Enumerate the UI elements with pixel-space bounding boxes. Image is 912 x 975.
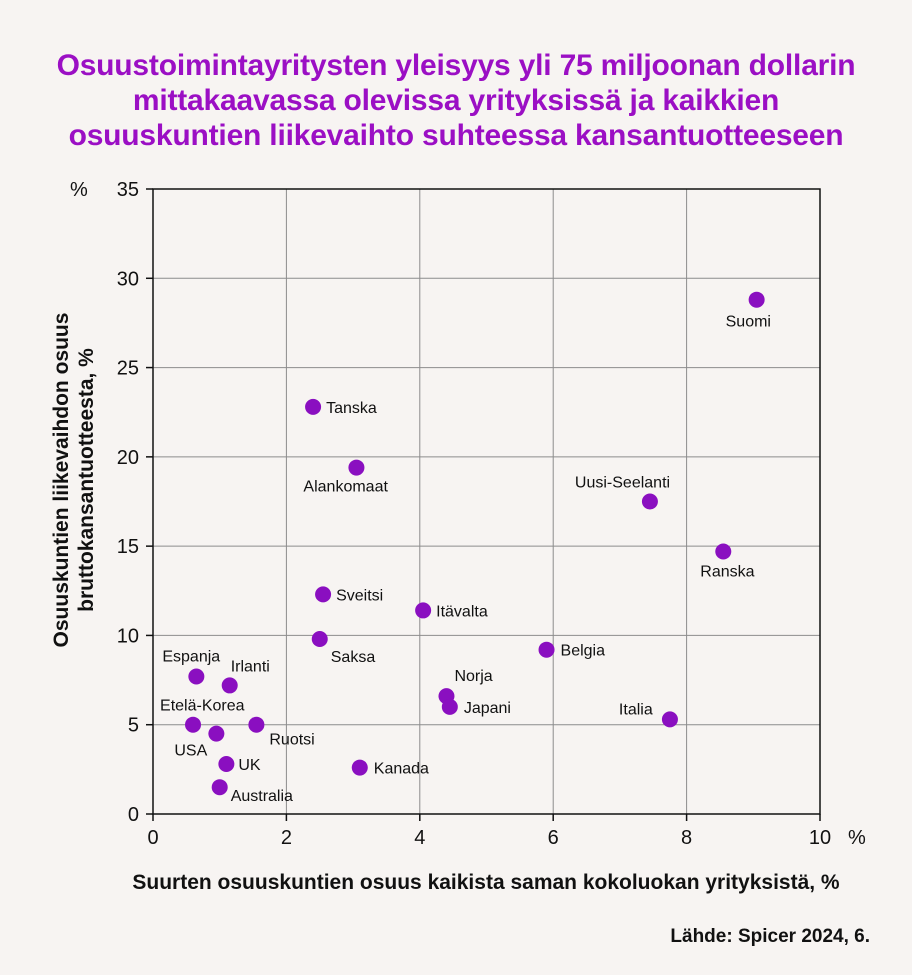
data-point-label: Uusi-Seelanti bbox=[575, 475, 670, 492]
data-point bbox=[188, 668, 205, 685]
data-point-label: Itävalta bbox=[436, 603, 488, 620]
data-point-label: Espanja bbox=[162, 649, 220, 666]
data-point bbox=[715, 543, 732, 560]
x-tick-label: 4 bbox=[414, 827, 425, 849]
x-tick-label: 8 bbox=[681, 827, 692, 849]
plot-frame bbox=[152, 188, 821, 815]
data-point bbox=[311, 631, 328, 647]
y-axis-label-line-2: bruttokansantuotteesta, % bbox=[75, 348, 98, 612]
data-point bbox=[661, 711, 678, 728]
data-point bbox=[211, 779, 228, 796]
data-point-label: Saksa bbox=[331, 649, 376, 666]
data-point-label: UK bbox=[238, 757, 261, 774]
data-point bbox=[248, 716, 265, 733]
data-point bbox=[208, 725, 225, 742]
data-point bbox=[351, 759, 368, 776]
x-axis-unit: % bbox=[848, 827, 866, 849]
y-axis-label: Osuuskuntien liikevaihdon osuus bruttoka… bbox=[50, 313, 98, 648]
source-note: Lähde: Spicer 2024, 6. bbox=[670, 926, 870, 947]
y-tick-label: 20 bbox=[117, 447, 139, 469]
data-point bbox=[315, 586, 332, 603]
data-point-label: Italia bbox=[619, 701, 653, 718]
chart-title-line-3: osuuskuntien liikevaihto suhteessa kansa… bbox=[68, 119, 844, 152]
chart-title-line-2: mittakaavassa olevissa yrityksissä ja ka… bbox=[132, 84, 780, 117]
data-point bbox=[305, 398, 322, 415]
data-point-label: Ruotsi bbox=[269, 732, 314, 749]
data-points: Suomi Tanska Alankomaat Uusi-Seelanti Ranska… bbox=[160, 291, 771, 805]
data-point bbox=[415, 602, 432, 619]
data-point-label: Kanada bbox=[374, 761, 429, 778]
data-point bbox=[641, 493, 658, 510]
data-point-label: Ranska bbox=[700, 564, 754, 581]
x-tick-label: 10 bbox=[809, 827, 831, 849]
data-point-label: Tanska bbox=[326, 400, 377, 417]
y-tick-label: 10 bbox=[117, 625, 139, 647]
y-tick-label: 35 bbox=[117, 179, 139, 201]
y-tick-label: 30 bbox=[117, 268, 139, 290]
chart-title: Osuustoimintayritysten yleisyys yli 75 m… bbox=[0, 48, 912, 153]
y-tick-label: 15 bbox=[117, 536, 139, 558]
axis-ticks: 0 2 4 6 8 10 0 5 10 15 20 25 30 35 bbox=[117, 179, 831, 849]
x-tick-label: 2 bbox=[281, 827, 292, 849]
x-axis-label: Suurten osuuskuntien osuus kaikista sama… bbox=[132, 871, 840, 894]
y-axis-unit: % bbox=[70, 179, 88, 201]
y-tick-label: 0 bbox=[128, 804, 139, 826]
data-point-label: Suomi bbox=[726, 314, 771, 331]
data-point-label: Irlanti bbox=[231, 658, 270, 675]
grid-lines bbox=[153, 189, 820, 814]
data-point-label: Japani bbox=[464, 700, 511, 717]
data-point-label: Etelä-Korea bbox=[160, 698, 245, 715]
data-point-label: Belgia bbox=[561, 643, 606, 660]
y-tick-label: 5 bbox=[128, 715, 139, 737]
x-tick-label: 0 bbox=[147, 827, 158, 849]
data-point-label: Alankomaat bbox=[303, 479, 388, 496]
y-tick-label: 25 bbox=[117, 358, 139, 380]
data-point bbox=[538, 641, 555, 658]
data-point bbox=[348, 459, 365, 476]
data-point-label: Sveitsi bbox=[336, 587, 383, 604]
data-point-label: USA bbox=[174, 743, 207, 760]
data-point bbox=[221, 677, 238, 694]
chart-title-line-1: Osuustoimintayritysten yleisyys yli 75 m… bbox=[56, 49, 856, 82]
data-point bbox=[218, 756, 235, 772]
y-axis-label-line-1: Osuuskuntien liikevaihdon osuus bbox=[50, 313, 73, 648]
x-tick-label: 6 bbox=[548, 827, 559, 849]
data-point bbox=[441, 698, 458, 715]
data-point bbox=[748, 291, 765, 308]
data-point-label: Australia bbox=[231, 788, 293, 805]
data-point bbox=[185, 716, 202, 733]
data-point-label: Norja bbox=[454, 668, 492, 685]
